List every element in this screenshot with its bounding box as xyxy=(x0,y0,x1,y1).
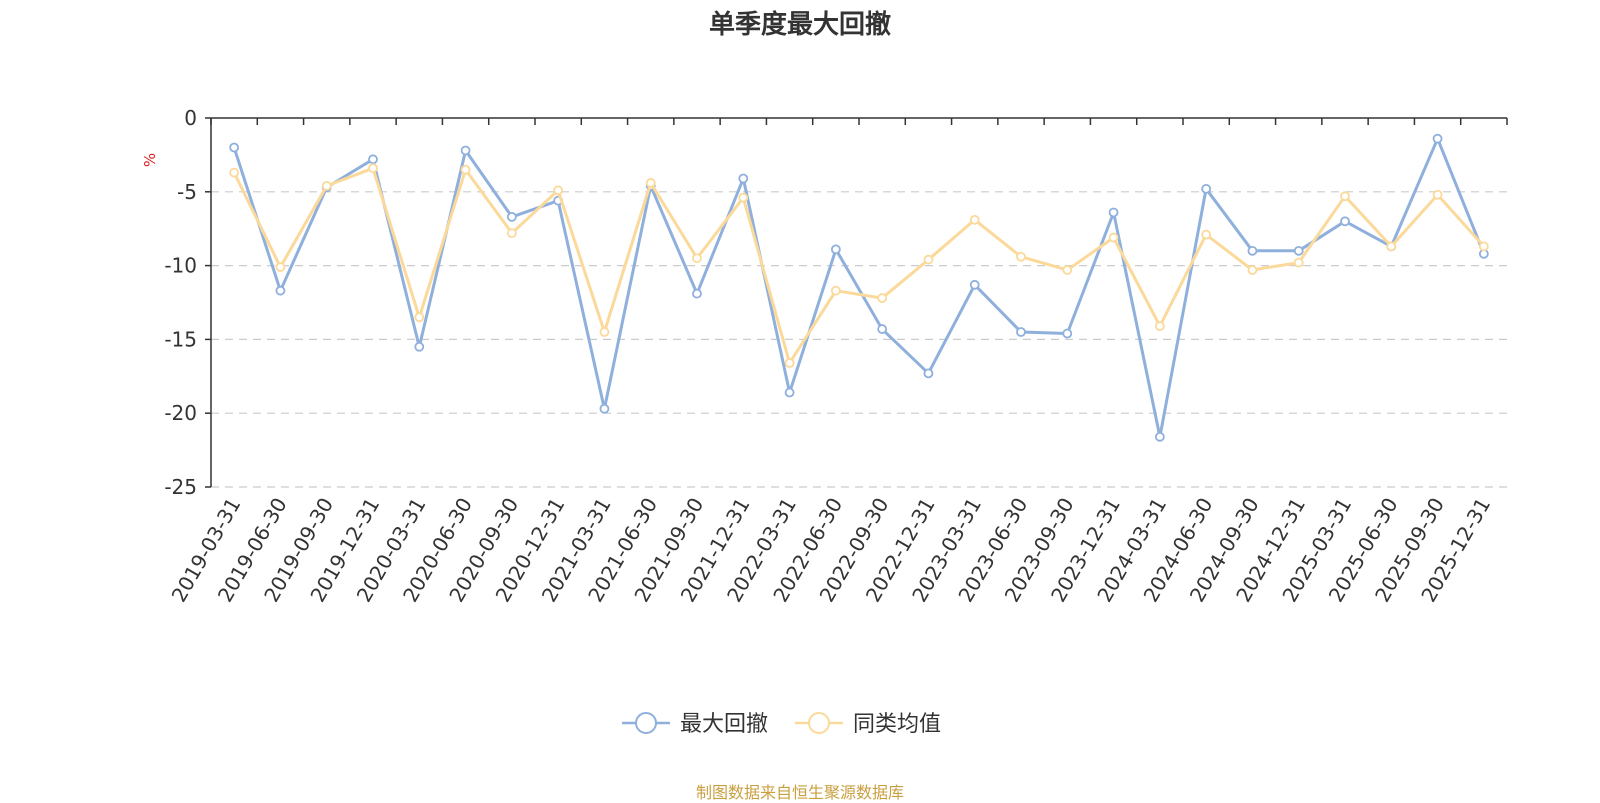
data-point xyxy=(368,154,378,165)
data-point xyxy=(1293,245,1304,256)
data-point xyxy=(877,324,888,334)
data-point xyxy=(784,358,795,368)
data-point xyxy=(645,178,656,188)
data-point xyxy=(229,167,240,178)
data-point xyxy=(1432,133,1443,144)
data-point xyxy=(414,312,425,323)
data-point xyxy=(1340,191,1350,202)
data-point xyxy=(460,164,471,175)
series-line xyxy=(232,166,1486,365)
y-tick-label: -20 xyxy=(164,401,197,425)
data-point xyxy=(368,163,378,174)
data-point xyxy=(830,244,841,255)
data-point xyxy=(830,285,841,296)
data-point xyxy=(599,403,610,414)
series-1 xyxy=(229,133,1489,442)
data-point xyxy=(1108,207,1119,218)
y-tick-label: -15 xyxy=(164,327,197,351)
data-point xyxy=(1247,245,1258,256)
axes: 0-5-10-15-20-25%2019-03-312019-06-302019… xyxy=(141,106,1508,606)
data-point xyxy=(1386,241,1397,252)
data-point xyxy=(784,387,795,398)
y-axis-unit: % xyxy=(141,153,159,167)
data-point xyxy=(738,192,749,203)
data-point xyxy=(1154,321,1165,332)
data-point xyxy=(1201,183,1212,194)
data-point xyxy=(553,185,564,196)
data-point xyxy=(321,180,332,191)
data-point xyxy=(1062,328,1073,339)
data-point xyxy=(1432,189,1443,200)
legend-marker xyxy=(635,712,657,734)
data-point xyxy=(229,142,240,153)
data-point xyxy=(414,341,425,352)
data-point xyxy=(1293,257,1304,268)
chart-title: 单季度最大回撤 xyxy=(708,10,891,40)
y-tick-label: -5 xyxy=(177,180,197,204)
data-point xyxy=(1201,229,1212,240)
legend-marker xyxy=(808,712,830,734)
line-chart: 0-5-10-15-20-25%2019-03-312019-06-302019… xyxy=(141,106,1508,737)
data-point xyxy=(1062,265,1073,275)
y-tick-label: -10 xyxy=(164,254,197,278)
data-point xyxy=(923,368,934,379)
data-point xyxy=(1016,251,1026,262)
data-point xyxy=(1247,265,1258,275)
series-layer xyxy=(229,133,1489,442)
data-point xyxy=(969,279,980,290)
grid-lines xyxy=(211,191,1507,488)
data-point xyxy=(506,211,517,222)
data-point xyxy=(506,228,517,239)
data-point xyxy=(692,253,702,264)
data-point xyxy=(969,214,980,225)
legend-label: 最大回撤 xyxy=(680,712,768,737)
data-source-note: 制图数据来自恒生聚源数据库 xyxy=(695,783,904,802)
legend: 最大回撤 同类均值 xyxy=(622,712,941,737)
data-point xyxy=(1478,241,1489,252)
series-2 xyxy=(229,163,1489,368)
data-point xyxy=(923,254,934,265)
data-point xyxy=(599,327,610,337)
legend-label: 同类均值 xyxy=(853,712,941,737)
series-line xyxy=(232,137,1486,439)
data-point xyxy=(1340,216,1350,227)
y-tick-label: -25 xyxy=(164,475,197,499)
data-point xyxy=(1154,431,1165,442)
data-point xyxy=(877,293,888,303)
data-point xyxy=(1108,232,1119,243)
data-point xyxy=(275,262,286,272)
data-point xyxy=(1016,327,1026,337)
data-point xyxy=(738,173,749,184)
legend-item-2[interactable]: 同类均值 xyxy=(795,712,941,737)
y-tick-label: 0 xyxy=(184,106,197,130)
data-point xyxy=(460,145,471,156)
data-point xyxy=(275,285,286,296)
data-point xyxy=(692,288,702,299)
legend-item-1[interactable]: 最大回撤 xyxy=(622,712,768,737)
